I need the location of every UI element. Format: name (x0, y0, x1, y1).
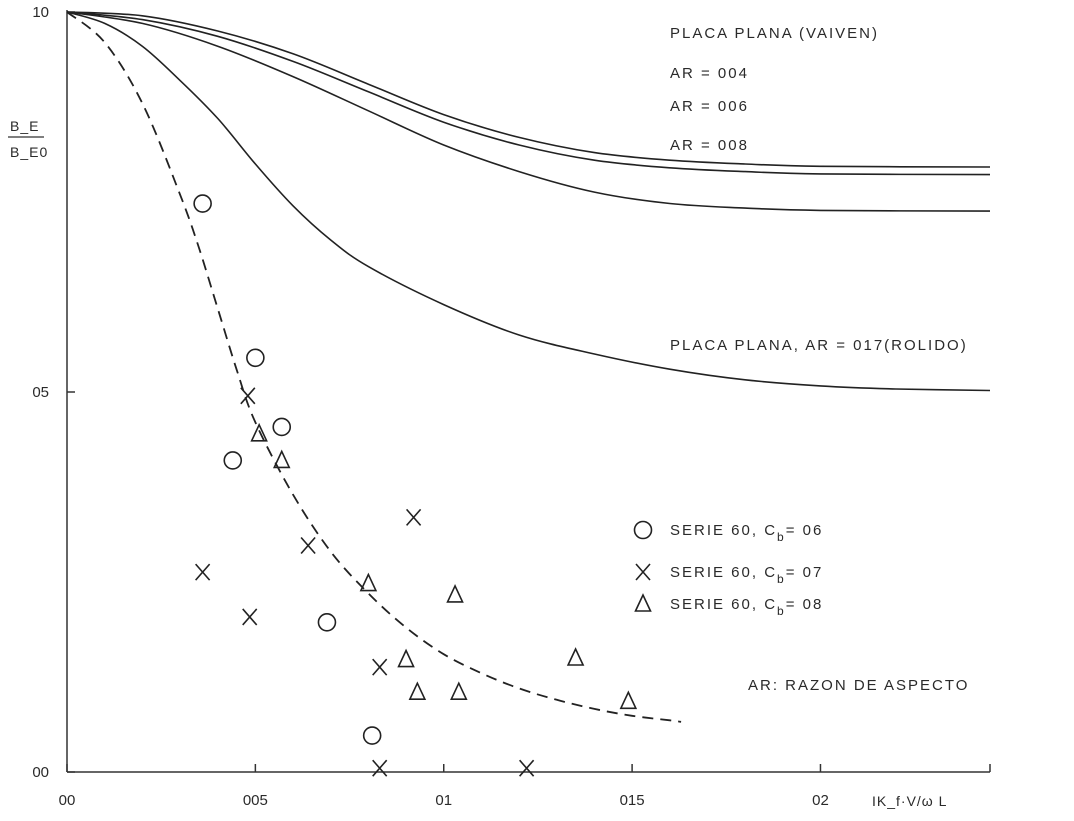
scatter-point-triangle (619, 690, 638, 710)
scatter-point-x (372, 759, 388, 777)
x-tick-label: 005 (243, 792, 268, 809)
scatter-point-x (195, 563, 211, 581)
scatter-point-circle (223, 451, 243, 470)
y-tick-label: 00 (32, 764, 49, 781)
x-tick-label: 00 (59, 792, 76, 809)
series-line (66, 11, 991, 176)
legend-marker-triangle (634, 593, 652, 612)
annotation-aspect-ratio: AR: RAZON DE ASPECTO (748, 677, 969, 694)
scatter-point-circle (317, 612, 337, 632)
annotation-ar-006: AR = 006 (670, 98, 749, 115)
scatter-points (193, 194, 638, 777)
scatter-point-x (519, 759, 535, 777)
axes: 00 005 01 015 02 00 05 10 (32, 4, 991, 809)
x-tick-label: 01 (435, 792, 452, 809)
curves (66, 11, 991, 723)
legend-marker-x (635, 563, 651, 581)
annotation-ar-004: AR = 004 (670, 65, 749, 82)
annotation-roll: PLACA PLANA, AR = 017(ROLIDO) (670, 337, 968, 354)
scatter-point-x (240, 387, 256, 405)
legend-marker-circle (633, 520, 653, 540)
x-tick-label: 015 (620, 792, 645, 809)
y-label-numerator: B_E (10, 118, 39, 134)
series-line (66, 11, 991, 212)
scatter-point-x (242, 608, 258, 626)
y-label-denominator: B_E0 (10, 144, 48, 160)
scatter-point-x (300, 536, 316, 555)
scatter-point-triangle (250, 422, 268, 442)
scatter-point-circle (193, 194, 212, 213)
series-line (66, 11, 991, 392)
annotation-ar-008: AR = 008 (670, 137, 749, 154)
scatter-point-triangle (566, 647, 585, 666)
legend-label: SERIE 60, Cb= 06 (670, 522, 823, 544)
series-line (66, 11, 682, 723)
legend-label: SERIE 60, Cb= 07 (670, 564, 823, 586)
scatter-point-triangle (450, 681, 468, 701)
scatter-point-circle (246, 348, 265, 368)
scatter-point-triangle (272, 449, 291, 469)
scatter-point-x (405, 508, 422, 526)
legend-label: SERIE 60, Cb= 08 (670, 596, 823, 618)
y-tick-label: 10 (32, 4, 49, 21)
y-tick-label: 05 (32, 384, 49, 401)
y-axis-label: B_E B_E0 (8, 118, 48, 160)
scatter-point-triangle (359, 572, 378, 592)
scatter-point-triangle (397, 648, 415, 668)
scatter-point-x (372, 658, 388, 676)
legend: SERIE 60, Cb= 06 SERIE 60, Cb= 07 SERIE 60… (633, 520, 823, 618)
scatter-point-triangle (408, 681, 427, 701)
series-line (66, 11, 991, 168)
scatter-point-circle (272, 417, 292, 437)
x-axis-label: IK_f·V/ω L (872, 793, 947, 809)
x-tick-label: 02 (812, 792, 829, 809)
scatter-point-circle (362, 726, 382, 745)
scatter-point-triangle (446, 584, 464, 603)
annotation-heave-title: PLACA PLANA (VAIVEN) (670, 25, 879, 42)
annotations: PLACA PLANA (VAIVEN) AR = 004 AR = 006 A… (670, 25, 969, 694)
